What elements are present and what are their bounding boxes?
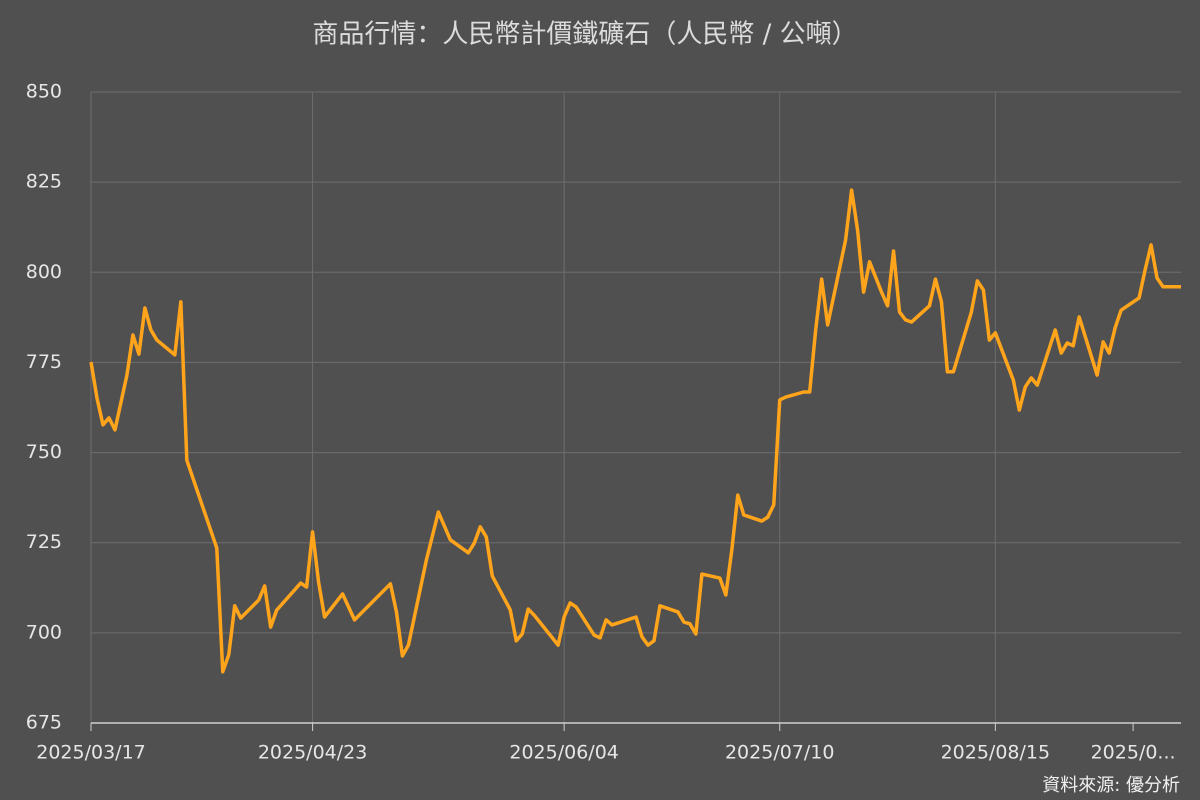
y-tick-label: 825 — [26, 171, 62, 193]
y-tick-label: 700 — [26, 621, 62, 643]
y-tick-label: 800 — [26, 261, 62, 283]
data-line — [89, 188, 1181, 674]
x-tick-label: 2025/0... — [1091, 742, 1176, 764]
y-tick-label: 750 — [26, 441, 62, 463]
x-tick-label: 2025/08/15 — [941, 742, 1051, 764]
chart-title: 商品行情：人民幣計價鐵礦石（人民幣 / 公噸） — [312, 20, 857, 50]
source-note: 資料來源: 優分析 — [1042, 775, 1180, 796]
x-tick-label: 2025/04/23 — [258, 742, 368, 764]
y-tick-label: 850 — [26, 81, 62, 103]
x-tick-label: 2025/03/17 — [36, 742, 146, 764]
y-tick-label: 775 — [26, 351, 62, 373]
x-tick-label: 2025/06/04 — [509, 742, 619, 764]
y-tick-label: 725 — [26, 531, 62, 553]
x-tick-label: 2025/07/10 — [725, 742, 835, 764]
y-tick-label: 675 — [26, 712, 62, 734]
